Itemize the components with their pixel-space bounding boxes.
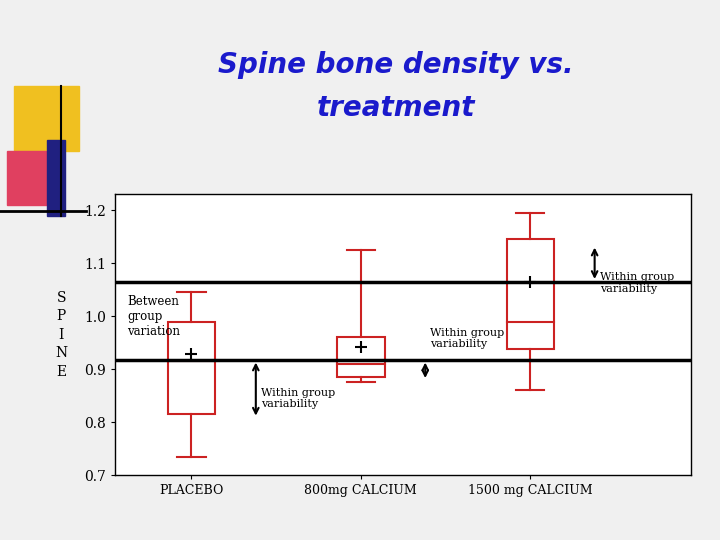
Bar bbox=[507, 239, 554, 349]
Text: Within group
variability: Within group variability bbox=[600, 272, 674, 294]
Text: Within group
variability: Within group variability bbox=[431, 328, 505, 349]
Text: Within group
variability: Within group variability bbox=[261, 388, 335, 409]
Text: S
P
I
N
E: S P I N E bbox=[55, 291, 67, 379]
Bar bbox=[168, 321, 215, 414]
Text: Spine bone density vs.: Spine bone density vs. bbox=[218, 51, 574, 79]
Bar bbox=[337, 338, 384, 377]
Text: Between
group
variation: Between group variation bbox=[127, 295, 180, 338]
Text: treatment: treatment bbox=[317, 94, 475, 122]
